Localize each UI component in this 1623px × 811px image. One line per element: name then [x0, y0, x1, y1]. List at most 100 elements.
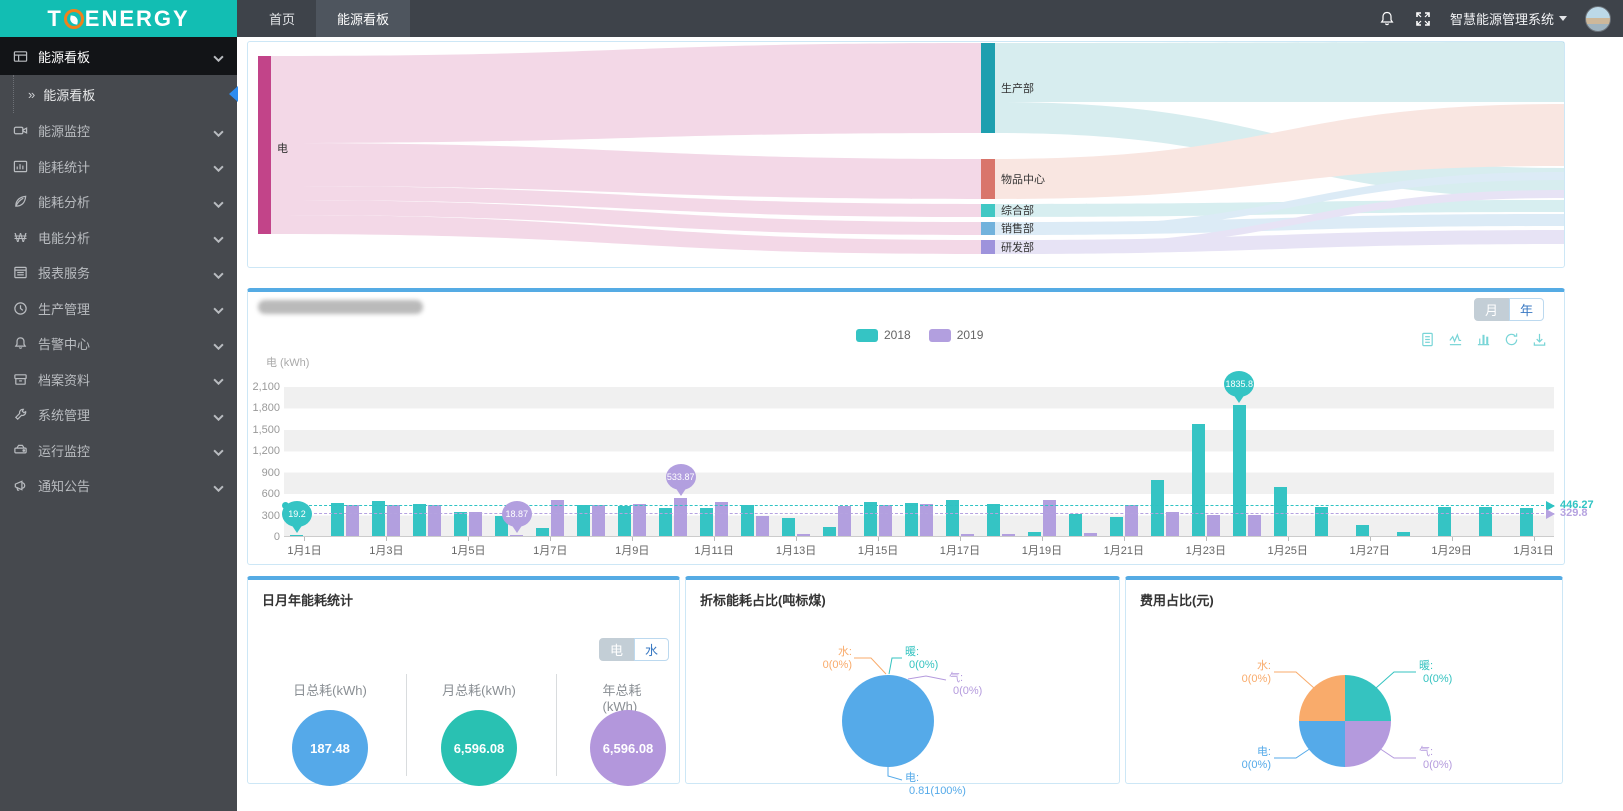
tab-energy-dashboard[interactable]: 能源看板: [316, 0, 411, 37]
bar-2018-day7: [536, 527, 550, 536]
pie-label-name: 水:: [837, 646, 852, 658]
sankey-node-electricity: [258, 56, 271, 234]
sidebar-item-8[interactable]: 系统管理: [0, 397, 237, 433]
user-avatar[interactable]: [1585, 5, 1611, 32]
bar-2018-day14: [823, 527, 837, 536]
y-tick-label: 1,800: [252, 402, 280, 415]
medium-button-水[interactable]: 水: [634, 638, 669, 661]
x-axis-tick: [1451, 537, 1453, 541]
period-toggle: 月年: [1474, 298, 1544, 321]
fullscreen-icon[interactable]: [1414, 10, 1432, 28]
bar-2018-day8: [577, 505, 591, 536]
bar-2018-day15: [864, 501, 878, 536]
legend-item-2019[interactable]: 2019: [928, 328, 984, 342]
redacted-panel-title: [258, 300, 423, 314]
bar-2018-day29: [1437, 506, 1451, 536]
drive-icon: [12, 442, 29, 459]
top-tabs: 首页 能源看板: [248, 0, 411, 37]
chart-legend: 2018 2019: [856, 328, 983, 342]
pie-label-name: 气:: [1419, 746, 1434, 758]
tab-home[interactable]: 首页: [269, 12, 296, 27]
sankey-node-rd: [981, 240, 995, 254]
sidebar-item-label: 通知公告: [38, 479, 91, 495]
system-name-dropdown[interactable]: 智慧能源管理系统: [1450, 9, 1567, 28]
sidebar-item-energy-dashboard[interactable]: 能源看板: [0, 37, 237, 75]
period-button-年[interactable]: 年: [1509, 298, 1544, 321]
legend-label: 2019: [956, 328, 984, 342]
sankey-node-general: [981, 204, 995, 217]
pie-label-value: 0.81(100%): [909, 785, 966, 797]
bar-chart-icon[interactable]: [1476, 332, 1492, 348]
pie-label-name: 气:: [949, 672, 964, 684]
sidebar-item-0[interactable]: 能源监控: [0, 113, 237, 149]
bar-2018-day19: [1027, 532, 1041, 536]
bar-2019-day10: [674, 497, 688, 536]
y-tick-label: 0: [273, 531, 280, 543]
sidebar-item-5[interactable]: 生产管理: [0, 291, 237, 327]
sidebar-item-3[interactable]: ₩ 电能分析: [0, 220, 237, 256]
sankey-panel: 电 生产部 物品中心 综合部 销售部 研发部: [247, 41, 1565, 268]
chevron-down-icon: [213, 160, 225, 173]
medium-toggle: 电水: [599, 638, 669, 661]
kpi-label: 月总耗(kWh): [442, 683, 516, 698]
sidebar-item-2[interactable]: 能耗分析: [0, 184, 237, 220]
average-line-arrow: [1546, 501, 1555, 512]
restore-icon[interactable]: [1504, 332, 1520, 348]
period-button-月[interactable]: 月: [1474, 298, 1509, 321]
sidebar-subitem-energy-dashboard[interactable]: » 能源看板: [13, 75, 238, 113]
sankey-node-sales: [981, 222, 995, 235]
sidebar-item-label: 报表服务: [38, 266, 91, 282]
x-axis-tick: [1041, 537, 1043, 541]
sidebar-item-1[interactable]: 能耗统计: [0, 149, 237, 185]
legend-chip: [856, 328, 878, 342]
sankey-node-goods-center: [981, 159, 995, 199]
line-chart-icon[interactable]: [1448, 332, 1464, 348]
marker-2019-18.87: 18.87: [501, 500, 532, 533]
sidebar-item-6[interactable]: 告警中心: [0, 326, 237, 362]
kpi-value-circle: 187.48: [292, 710, 368, 786]
pie-label-value: 0(0%): [1423, 673, 1453, 685]
bar-2019-day8: [592, 505, 606, 536]
marker-2019-533.87: 533.87: [665, 463, 696, 496]
main-content: 电 生产部 物品中心 综合部 销售部 研发部 月年 2018 2019 电 (kWh) 0 3…: [237, 37, 1623, 811]
pie-label-电: 电: 0.81(100%): [905, 772, 966, 798]
marker-2018-1835.8: 1835.8: [1224, 370, 1255, 403]
sidebar-item-9[interactable]: 运行监控: [0, 433, 237, 469]
bar-2019-day21: [1124, 505, 1138, 536]
leaf-logo-icon: [63, 8, 84, 29]
sidebar-item-label: 能耗统计: [38, 159, 91, 175]
bar-2018-day23: [1191, 423, 1205, 536]
data-view-icon[interactable]: [1420, 332, 1436, 348]
pie-label-name: 暖:: [1419, 660, 1434, 672]
sidebar-item-7[interactable]: 档案资料: [0, 362, 237, 398]
sidebar-item-4[interactable]: 报表服务: [0, 255, 237, 291]
coal-share-card: 折标能耗占比(吨标煤) 电: 0.81(100%) 水: 0(0%) 暖: 0(0%) 气:…: [685, 576, 1120, 797]
bar-2018-day17: [945, 500, 959, 536]
clock-icon: [12, 300, 29, 317]
download-icon[interactable]: [1532, 332, 1548, 348]
sidebar-item-label: 电能分析: [38, 230, 91, 246]
pie-label-value: 0(0%): [909, 659, 939, 671]
average-value-2019: 329.8: [1560, 507, 1588, 520]
legend-item-2018[interactable]: 2018: [856, 328, 911, 342]
card-title: 日月年能耗统计: [262, 593, 354, 608]
notification-bell-icon[interactable]: [1378, 10, 1396, 28]
chevron-down-icon: [213, 302, 225, 315]
pie-label-value: 0(0%): [1241, 673, 1271, 685]
pie-label-气: 气: 0(0%): [949, 672, 982, 698]
y-tick-label: 300: [261, 509, 280, 522]
sidebar-item-label: 运行监控: [38, 443, 91, 459]
medium-button-电[interactable]: 电: [599, 638, 634, 661]
caret-down-icon: [1559, 16, 1567, 21]
sankey-label: 综合部: [1001, 203, 1034, 217]
bar-2019-day2: [346, 504, 360, 536]
chevron-down-icon: [213, 409, 225, 421]
x-tick-label: 1月5日: [451, 545, 486, 557]
y-tick-label: 900: [261, 466, 280, 479]
sidebar-item-10[interactable]: 通知公告: [0, 468, 237, 504]
sidebar-menu: 能源监控能耗统计能耗分析 ₩ 电能分析报表服务生产管理 告警中心 档案资料 系统管理运行监…: [0, 113, 237, 504]
chevron-down-icon: [213, 267, 225, 279]
report-icon: [12, 264, 29, 281]
won-icon: ₩: [14, 229, 27, 245]
pie-label-value: 0(0%): [1423, 759, 1453, 771]
